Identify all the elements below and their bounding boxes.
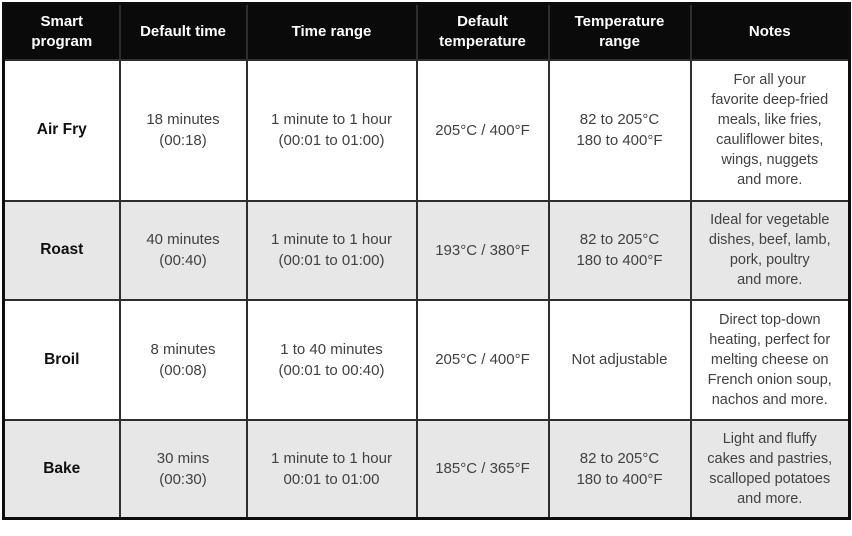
cell-program-name: Broil [2, 298, 121, 421]
table-row-roast: Roast 40 minutes (00:40) 1 minute to 1 h… [2, 199, 851, 301]
cell-default-time: 30 mins (00:30) [118, 418, 248, 520]
column-header-time-range: Time range [245, 2, 418, 61]
cell-time-range: 1 minute to 1 hour (00:01 to 01:00) [245, 58, 418, 202]
cell-time-range: 1 minute to 1 hour 00:01 to 01:00 [245, 418, 418, 520]
table-body: Air Fry 18 minutes (00:18) 1 minute to 1… [2, 58, 851, 520]
cell-default-time: 18 minutes (00:18) [118, 58, 248, 202]
table-row-broil: Broil 8 minutes (00:08) 1 to 40 minutes … [2, 298, 851, 421]
cell-default-temperature: 205°C / 400°F [415, 298, 550, 421]
cell-program-name: Bake [2, 418, 121, 520]
cell-time-range: 1 to 40 minutes (00:01 to 00:40) [245, 298, 418, 421]
cell-notes: Direct top-down heating, perfect for mel… [689, 298, 851, 421]
column-header-notes: Notes [689, 2, 851, 61]
cell-temperature-range: Not adjustable [547, 298, 692, 421]
cell-temperature-range: 82 to 205°C 180 to 400°F [547, 418, 692, 520]
table-row-bake: Bake 30 mins (00:30) 1 minute to 1 hour … [2, 418, 851, 520]
cell-default-time: 8 minutes (00:08) [118, 298, 248, 421]
cell-default-temperature: 205°C / 400°F [415, 58, 550, 202]
smart-program-table: Smart program Default time Time range De… [2, 2, 851, 520]
column-header-default-time: Default time [118, 2, 248, 61]
cell-temperature-range: 82 to 205°C 180 to 400°F [547, 58, 692, 202]
cell-time-range: 1 minute to 1 hour (00:01 to 01:00) [245, 199, 418, 301]
cell-notes: Light and fluffy cakes and pastries, sca… [689, 418, 851, 520]
cell-default-time: 40 minutes (00:40) [118, 199, 248, 301]
table-row-air-fry: Air Fry 18 minutes (00:18) 1 minute to 1… [2, 58, 851, 202]
cell-default-temperature: 185°C / 365°F [415, 418, 550, 520]
column-header-smart-program: Smart program [2, 2, 121, 61]
cell-program-name: Roast [2, 199, 121, 301]
column-header-default-temperature: Default temperature [415, 2, 550, 61]
column-header-temperature-range: Temperature range [547, 2, 692, 61]
table-header: Smart program Default time Time range De… [2, 2, 851, 61]
cell-program-name: Air Fry [2, 58, 121, 202]
cell-notes: Ideal for vegetable dishes, beef, lamb, … [689, 199, 851, 301]
cell-temperature-range: 82 to 205°C 180 to 400°F [547, 199, 692, 301]
cell-default-temperature: 193°C / 380°F [415, 199, 550, 301]
cell-notes: For all your favorite deep-fried meals, … [689, 58, 851, 202]
header-row: Smart program Default time Time range De… [2, 2, 851, 61]
